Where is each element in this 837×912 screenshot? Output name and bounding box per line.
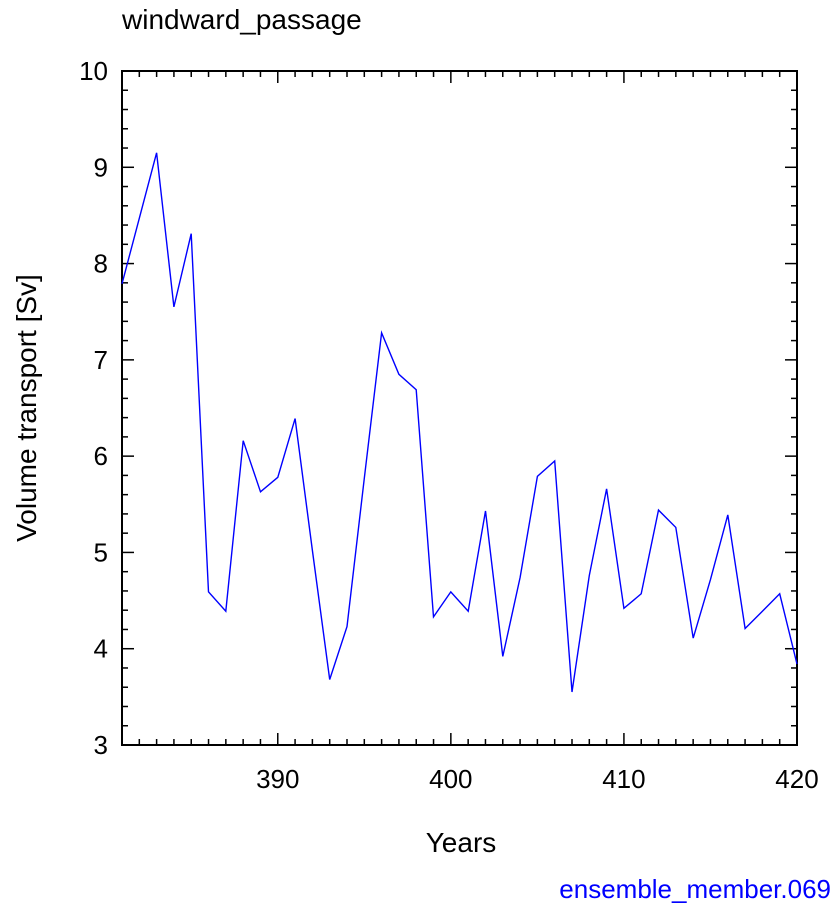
y-tick-label: 3: [94, 730, 108, 760]
chart-title: windward_passage: [121, 4, 362, 35]
y-axis-label: Volume transport [Sv]: [11, 274, 42, 542]
y-tick-label: 7: [94, 345, 108, 375]
y-tick-label: 4: [94, 634, 108, 664]
y-tick-label: 8: [94, 249, 108, 279]
axis-ticks: [121, 70, 798, 746]
y-tick-label: 6: [94, 441, 108, 471]
y-tick-label: 10: [79, 56, 108, 86]
x-tick-label: 410: [602, 764, 645, 794]
ensemble-member-label: ensemble_member.069: [559, 874, 831, 904]
y-tick-label: 5: [94, 537, 108, 567]
tick-labels: 390 400 410 420 3 4 5 6 7 8 9 10: [79, 56, 819, 794]
x-tick-label: 390: [256, 764, 299, 794]
x-tick-label: 400: [429, 764, 472, 794]
plot-frame: [121, 70, 798, 746]
series-line: [121, 152, 798, 693]
x-axis-label: Years: [426, 827, 497, 858]
x-tick-label: 420: [775, 764, 818, 794]
y-tick-label: 9: [94, 152, 108, 182]
data-points: [122, 153, 797, 692]
